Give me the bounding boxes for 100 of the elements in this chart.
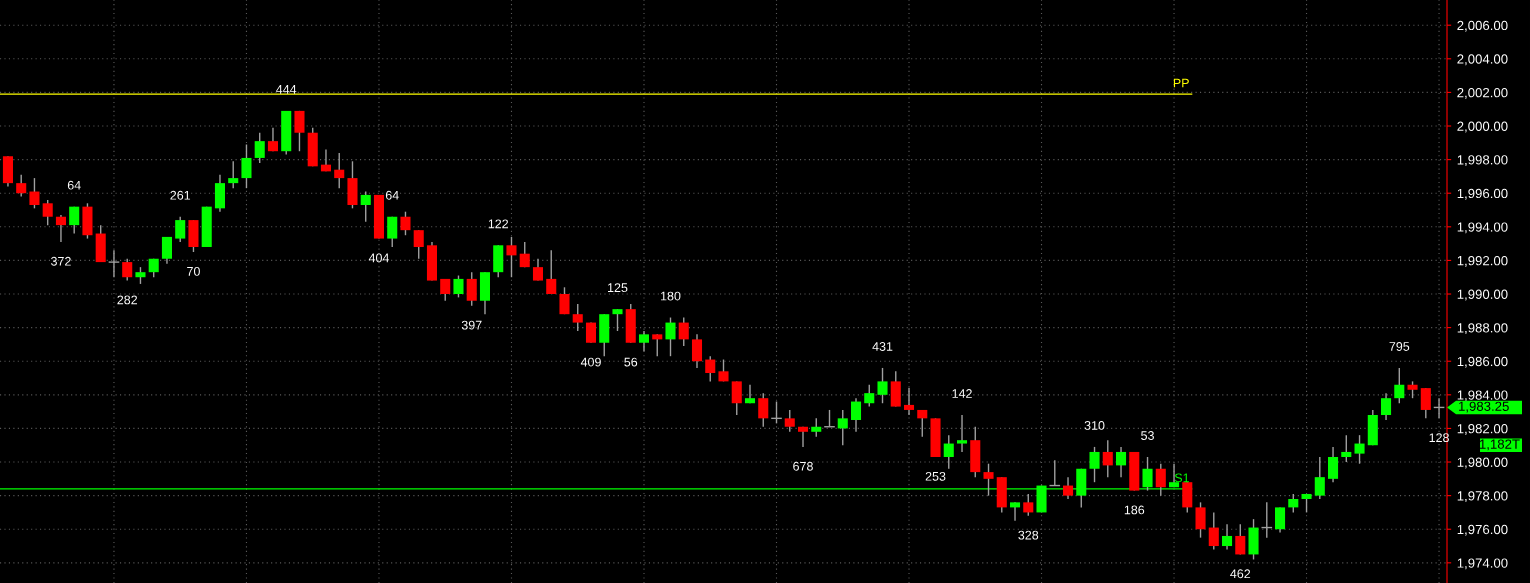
candlestick [678,316,689,347]
candlestick [784,409,795,433]
candlestick [1420,387,1431,420]
candlestick [400,210,411,236]
y-tick-label: 1,982.00 [1457,424,1508,435]
text: 431 [872,342,893,351]
candlestick [983,463,994,497]
text: 180 [661,291,681,301]
y-tick-label: 1,984.00 [1457,390,1508,402]
y-tick-label: 1,980.00 [1457,457,1508,469]
text: 1,983.25 [1459,401,1509,413]
candlestick [1155,463,1166,497]
candlestick [466,271,477,307]
candlestick [254,132,265,164]
candlestick [360,190,371,223]
candlestick [506,236,517,278]
candlestick [652,333,663,357]
candlestick [612,308,623,332]
text: 404 [368,253,390,263]
text: 372 [51,256,71,266]
text: 310 [1084,421,1105,430]
text: 122 [488,219,509,229]
text: 64 [385,190,399,200]
candlestick [241,143,252,189]
candlestick [29,177,40,210]
text: 125 [608,283,628,293]
candlestick [122,258,133,282]
candlestick [1023,493,1034,517]
candlestick [572,303,583,332]
ref-line-label: PP [1173,78,1189,88]
y-tick-label: 1,976.00 [1457,524,1508,536]
text: 795 [1389,342,1410,351]
y-tick-label: 1,988.00 [1457,323,1508,335]
candlestick [837,409,848,446]
candlestick [1102,439,1113,478]
candlestick [175,216,186,243]
candlestick [519,241,530,268]
text: 142 [952,389,972,398]
text: 186 [1124,505,1145,515]
y-tick-label: 1,994.00 [1457,222,1508,234]
candlestick [387,216,398,248]
text: 397 [461,320,482,330]
text: 409 [580,357,601,367]
candlestick [559,286,570,315]
candlestick [228,160,239,189]
y-tick-label: 2,006.00 [1457,20,1508,32]
y-tick-label: 2,004.00 [1457,54,1508,66]
candlestick [1195,501,1206,539]
candlestick [811,417,822,438]
y-tick-label: 1,978.00 [1457,491,1508,503]
candlestick [1222,523,1233,551]
candlestick [705,355,716,383]
text: 282 [117,295,138,305]
candlestick [161,236,172,265]
candlestick [107,249,120,278]
candlestick [1341,434,1352,463]
candlestick [1062,476,1074,500]
candlestick [917,409,928,438]
candlestick [638,330,650,352]
candlestick [691,333,703,369]
candlestick [864,384,875,408]
candlestick [1275,506,1286,534]
candlestick [1208,511,1219,551]
y-tick-label: 1,974.00 [1457,558,1508,570]
candlestick [546,249,557,295]
candlestick [1394,367,1405,404]
y-tick-label: 1,998.00 [1457,155,1508,167]
text: 253 [925,471,946,481]
candlestick [758,392,769,428]
text: 462 [1230,569,1251,579]
candlestick [16,174,27,198]
candlestick [294,110,305,152]
candlestick [665,316,676,357]
candlestick [42,199,53,226]
y-tick-label: 1,990.00 [1457,289,1508,301]
candlestick [1381,392,1392,421]
candlestick [850,397,862,433]
candlestick [877,367,888,404]
text: 678 [793,461,813,471]
candlestick [956,414,968,453]
candlestick [1089,446,1100,483]
candlestick [413,229,424,260]
y-tick-label: 1,992.00 [1457,255,1508,267]
text: 64 [67,180,81,190]
text: 328 [1018,530,1039,540]
candlestick [1354,434,1365,465]
candlestick [1314,456,1325,500]
candlestick [1009,501,1021,522]
candlestick [55,214,66,243]
y-tick-label: 1,996.00 [1457,188,1508,200]
candlestick [943,434,954,470]
candlestick [1288,493,1299,514]
candlestick [532,258,544,282]
candlestick [1115,446,1127,478]
text: 1,182T [1479,439,1520,451]
candlestick [334,152,345,189]
y-tick-label: 2,000.00 [1457,121,1508,133]
text: 70 [187,266,200,276]
candlestick [453,274,464,299]
candlestick [69,205,80,235]
